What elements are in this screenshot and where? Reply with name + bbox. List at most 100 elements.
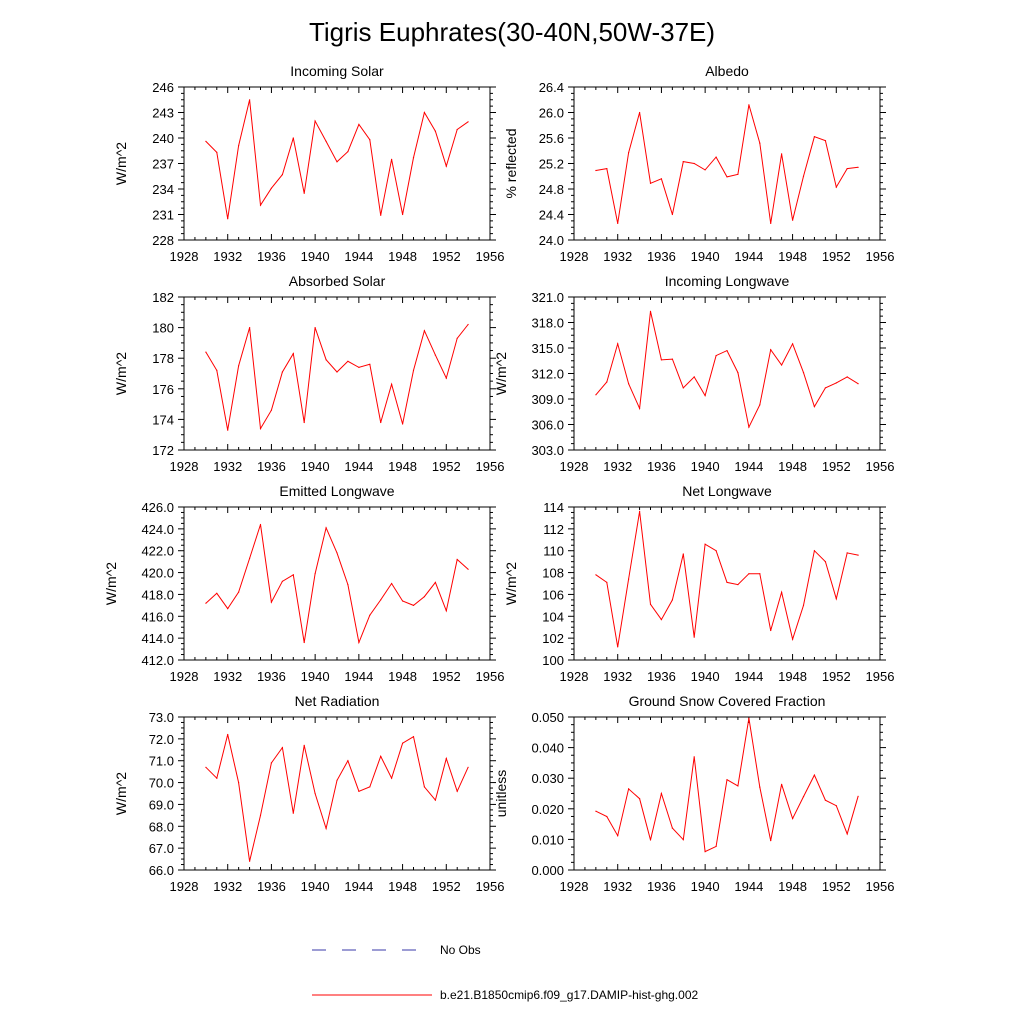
- data-point: [303, 744, 305, 747]
- y-tick-label: 424.0: [141, 522, 174, 537]
- x-tick-label: 1936: [257, 669, 286, 684]
- panel-emitted-longwave: Emitted Longwave 1928 1932 1936 1940 1944 1948…: [103, 483, 504, 684]
- y-tick-label: 0.020: [531, 802, 564, 817]
- data-point: [715, 355, 717, 357]
- x-tick-label: 1952: [432, 459, 461, 474]
- data-point: [238, 145, 240, 147]
- data-point: [391, 582, 393, 585]
- data-point: [704, 395, 706, 397]
- series-line: [205, 324, 469, 431]
- data-point: [693, 162, 695, 165]
- y-tick-label: 228: [152, 233, 174, 248]
- data-point: [704, 169, 706, 171]
- y-tick-label: 426.0: [141, 500, 174, 515]
- data-point: [347, 151, 349, 153]
- data-point: [216, 151, 218, 153]
- y-tick-label: 108: [542, 566, 564, 581]
- y-tick-label: 0.010: [531, 832, 564, 847]
- data-point: [467, 323, 469, 326]
- x-tick-label: 1956: [866, 879, 895, 894]
- data-point: [369, 139, 371, 141]
- data-point: [380, 599, 382, 601]
- data-point: [391, 383, 393, 385]
- data-point: [671, 213, 674, 216]
- data-point: [781, 364, 783, 366]
- data-point: [369, 614, 371, 616]
- data-point: [412, 157, 415, 159]
- series-line: [205, 99, 469, 219]
- y-tick-label: 234: [152, 182, 174, 197]
- x-tick-label: 1940: [301, 879, 330, 894]
- x-tick-label: 1936: [647, 669, 676, 684]
- y-tick-label: 422.0: [141, 544, 174, 559]
- x-tick-label: 1956: [476, 879, 505, 894]
- panels: Incoming Solar 1928 1932 1936 1940 1944 1948 19…: [103, 63, 894, 894]
- y-tick-label: 420.0: [141, 566, 174, 581]
- x-tick-label: 1952: [822, 249, 851, 264]
- data-point: [380, 421, 382, 424]
- y-tick-label: 416.0: [141, 609, 174, 624]
- data-point: [606, 381, 608, 383]
- data-point: [423, 786, 425, 788]
- x-tick-label: 1928: [170, 249, 199, 264]
- x-tick-label: 1948: [778, 879, 807, 894]
- data-point: [238, 782, 240, 784]
- data-point: [835, 805, 837, 807]
- y-tick-label: 66.0: [149, 863, 174, 878]
- figure-title: Tigris Euphrates(30-40N,50W-37E): [309, 17, 715, 47]
- data-point: [726, 176, 728, 178]
- data-point: [249, 860, 251, 862]
- x-tick-label: 1948: [388, 459, 417, 474]
- y-tick-label: 231: [152, 208, 174, 223]
- data-point: [402, 600, 404, 602]
- data-point: [639, 407, 641, 409]
- y-tick-label: 24.8: [539, 182, 564, 197]
- data-point: [259, 428, 262, 430]
- data-point: [259, 204, 262, 206]
- data-point: [759, 404, 761, 406]
- data-point: [693, 636, 695, 638]
- y-tick-label: 412.0: [141, 653, 174, 668]
- data-point: [281, 747, 283, 749]
- data-point: [259, 523, 262, 526]
- y-tick-label: 172: [152, 443, 174, 458]
- data-point: [358, 641, 360, 644]
- data-point: [649, 603, 652, 605]
- data-point: [770, 840, 772, 842]
- data-point: [835, 382, 837, 384]
- data-point: [726, 581, 728, 584]
- panel-net-longwave: Net Longwave 1928 1932 1936 1940 1944 1948 1952…: [503, 483, 894, 684]
- y-tick-label: 26.0: [539, 106, 564, 121]
- panel-incoming-solar: Incoming Solar 1928 1932 1936 1940 1944 1948 19…: [113, 63, 504, 264]
- data-point: [423, 330, 425, 332]
- data-point: [445, 377, 447, 379]
- data-point: [423, 111, 425, 114]
- x-tick-label: 1932: [213, 459, 242, 474]
- x-tick-label: 1948: [388, 249, 417, 264]
- plot-frame: [573, 296, 881, 451]
- y-tick-label: 106: [542, 587, 564, 602]
- data-point: [617, 835, 619, 837]
- data-point: [595, 810, 597, 812]
- data-point: [682, 387, 684, 389]
- data-point: [770, 629, 772, 632]
- x-tick-label: 1928: [170, 459, 199, 474]
- data-point: [434, 354, 436, 356]
- plot-frame: [183, 716, 491, 871]
- x-tick-label: 1940: [301, 669, 330, 684]
- y-tick-label: 414.0: [141, 631, 174, 646]
- data-point: [671, 599, 674, 601]
- panel-title: Net Radiation: [295, 693, 380, 709]
- data-point: [835, 186, 837, 188]
- y-tick-label: 24.4: [539, 208, 564, 223]
- y-tick-label: 303.0: [531, 443, 564, 458]
- data-point: [259, 814, 262, 817]
- y-tick-label: 67.0: [149, 841, 174, 856]
- data-point: [380, 214, 382, 216]
- data-point: [281, 371, 283, 373]
- x-tick-label: 1932: [603, 459, 632, 474]
- y-tick-label: 25.2: [539, 157, 564, 172]
- plot-frame: [183, 506, 491, 661]
- data-point: [846, 833, 848, 835]
- data-point: [813, 136, 816, 138]
